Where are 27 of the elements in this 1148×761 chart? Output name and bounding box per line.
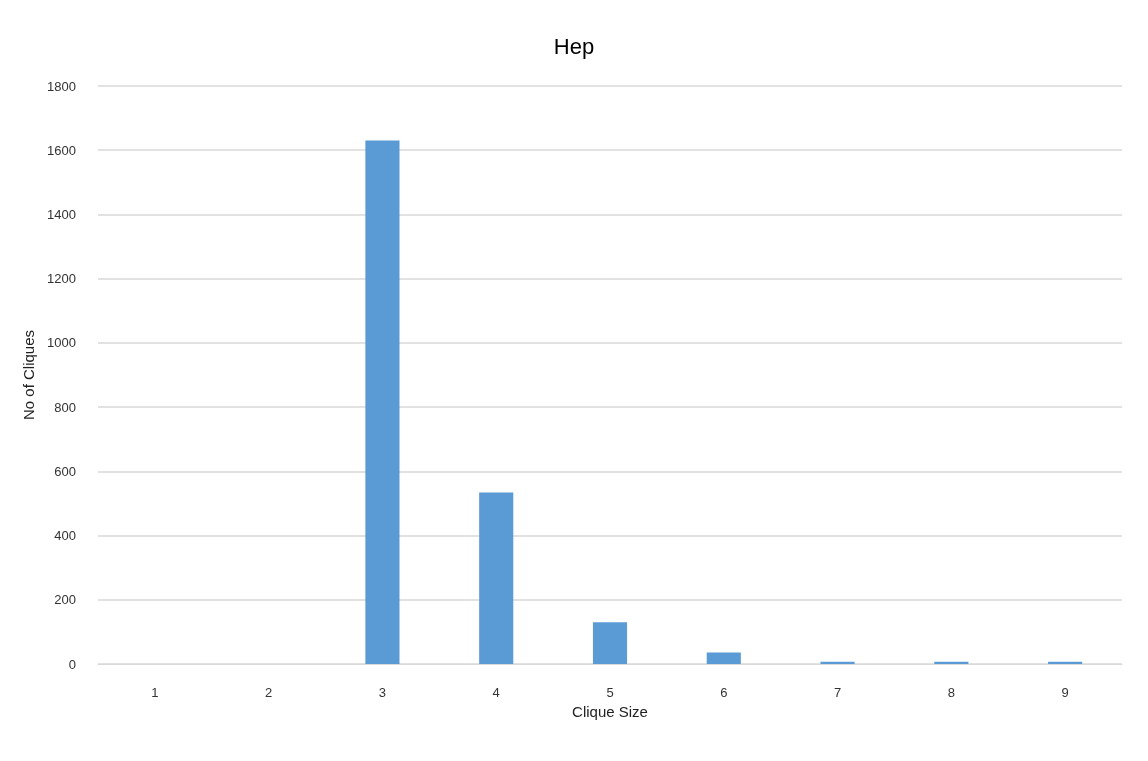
y-axis-title: No of Cliques (20, 329, 37, 421)
y-tick-label: 1600 (47, 142, 76, 158)
y-tick-label: 600 (54, 463, 76, 479)
y-tick-label: 1400 (47, 206, 76, 222)
y-tick-label: 200 (54, 592, 76, 608)
y-tick-label: 800 (54, 399, 76, 415)
bar (479, 492, 514, 664)
x-axis-title: Clique Size (572, 703, 648, 720)
x-tick-label: 3 (378, 685, 387, 700)
y-tick-label: 1000 (47, 335, 76, 351)
bar (820, 661, 855, 664)
x-tick-label: 1 (151, 685, 159, 700)
x-tick-label: 8 (947, 685, 955, 700)
x-tick-label: 9 (1061, 685, 1069, 700)
bar (592, 622, 628, 664)
x-tick-label: 6 (720, 685, 728, 700)
y-tick-label: 1200 (47, 271, 76, 287)
y-tick-label: 400 (54, 528, 76, 544)
bar (706, 652, 741, 664)
x-tick-label: 5 (606, 685, 614, 700)
y-tick-label: 1800 (47, 78, 76, 94)
x-tick-label: 7 (833, 685, 842, 700)
chart-title: Hep (553, 33, 595, 59)
y-tick-label: 0 (68, 656, 76, 672)
x-tick-label: 4 (492, 685, 500, 700)
bar (365, 140, 400, 664)
x-tick-label: 2 (265, 685, 273, 700)
